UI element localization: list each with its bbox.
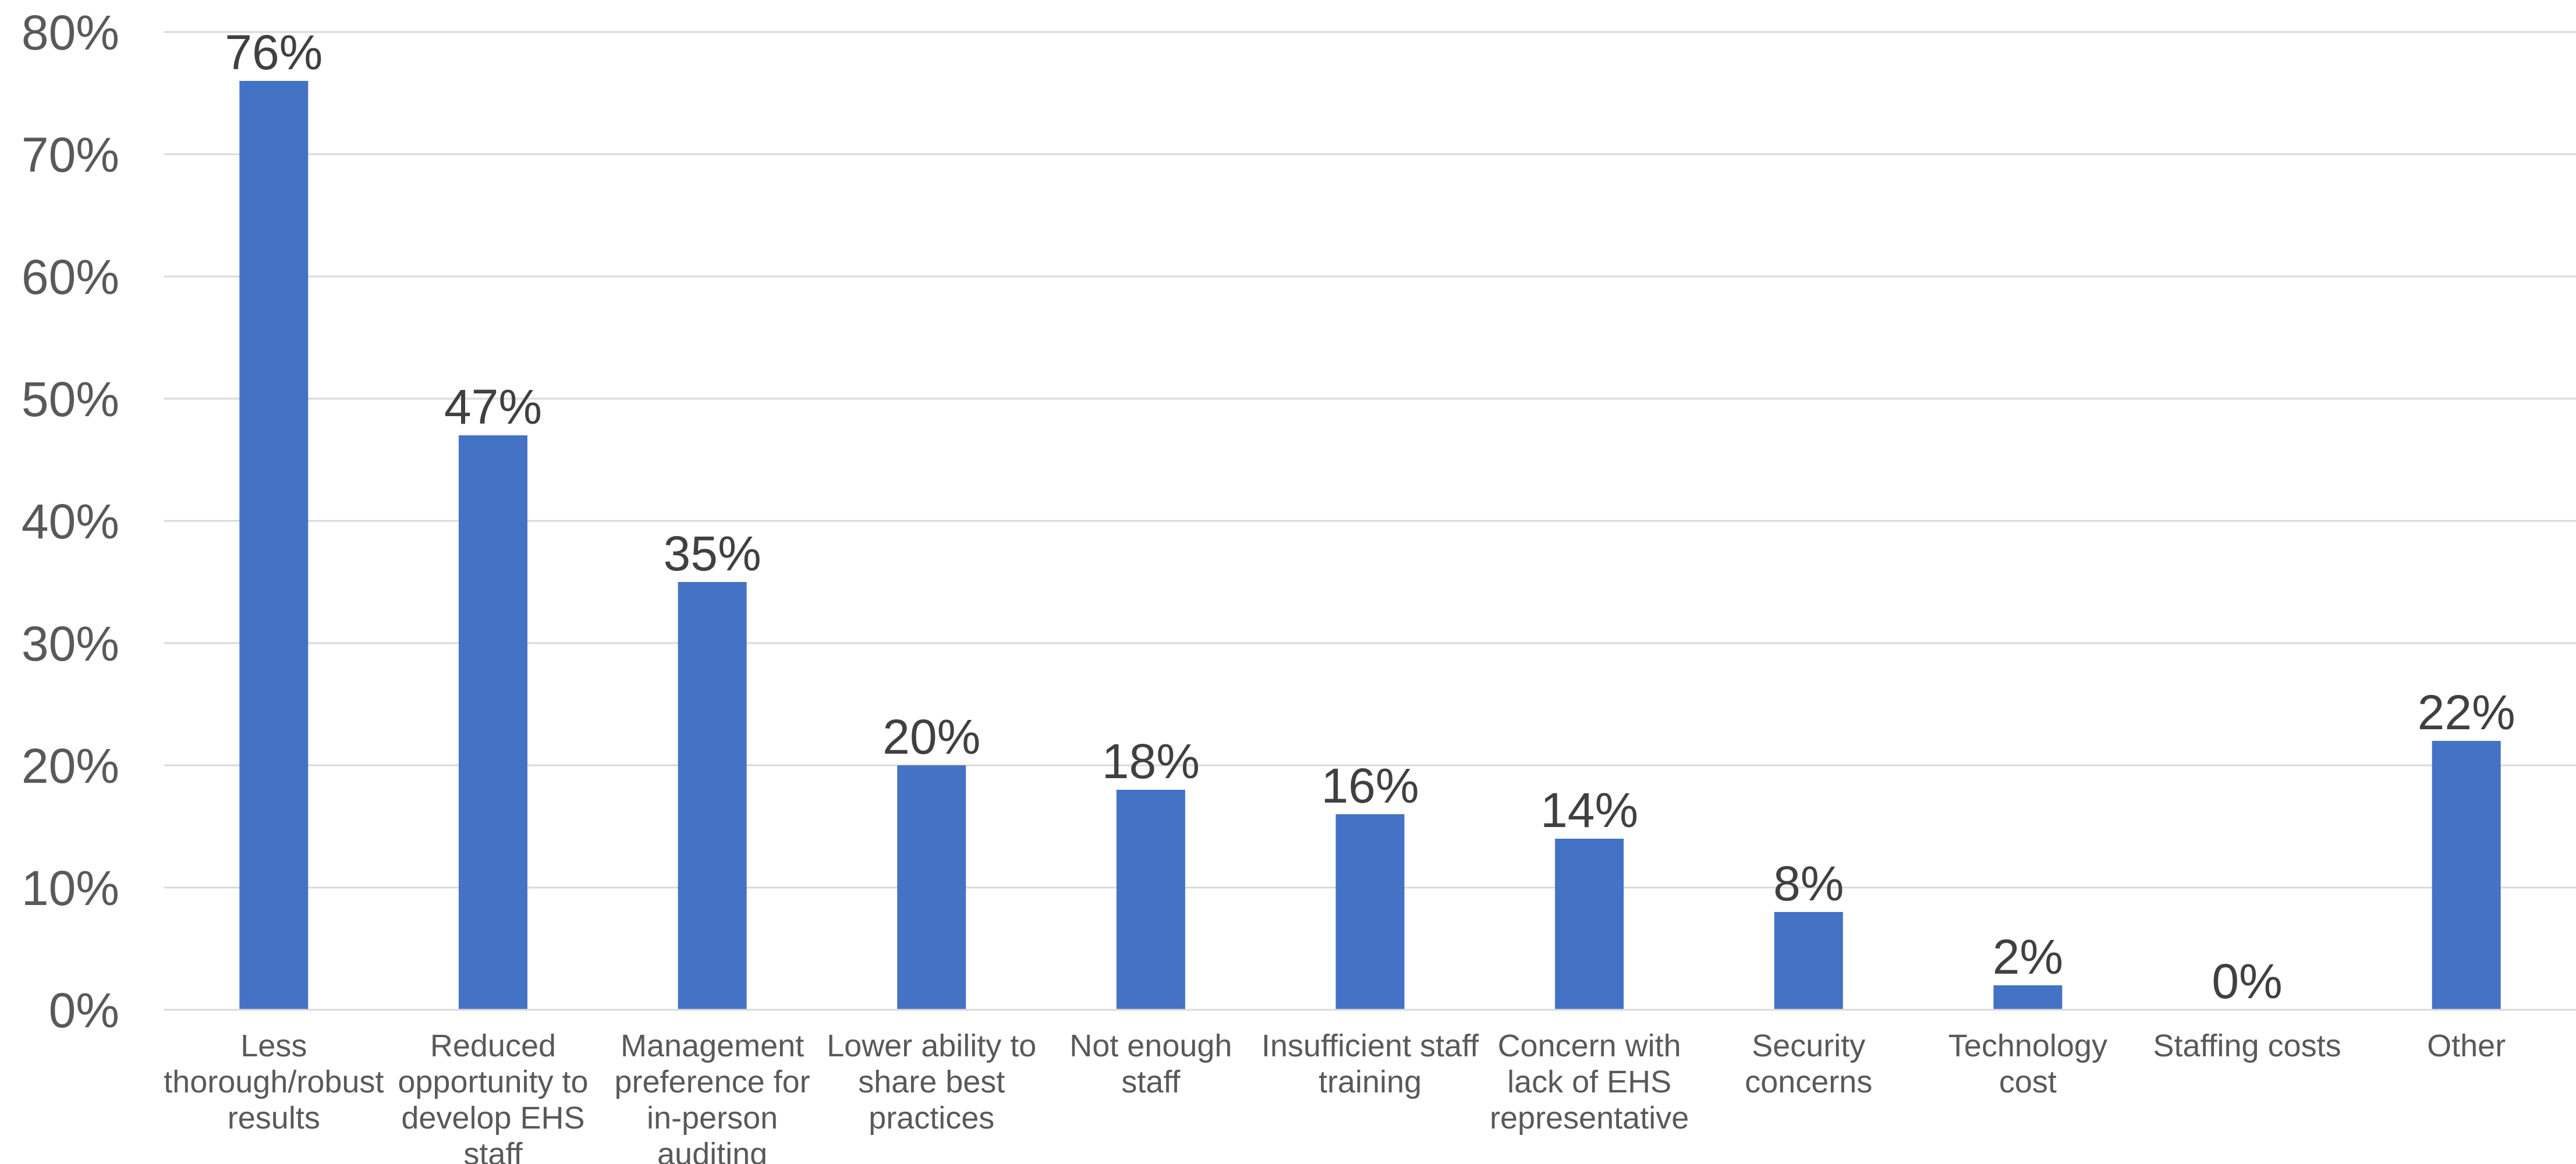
data-label: 14% (1540, 783, 1638, 837)
category-label-line: Staffing costs (2153, 1028, 2341, 1063)
category-label: Technology cost (1948, 1028, 2107, 1099)
y-tick-label: 40% (22, 494, 119, 549)
y-axis-ticks: 0% 10% 20% 30% 40% 50% 60% 70% 80% (22, 5, 119, 1038)
y-tick-label: 10% (22, 861, 119, 915)
data-label: 18% (1102, 734, 1200, 789)
data-label: 8% (1773, 856, 1844, 911)
y-tick-label: 70% (22, 127, 119, 182)
y-tick-label: 50% (22, 372, 119, 427)
category-label-line: share best (858, 1064, 1005, 1099)
category-label-line: practices (869, 1101, 994, 1135)
category-label: Management preference for in-person auditin… (614, 1028, 810, 1164)
bar (897, 765, 966, 1010)
data-label: 35% (664, 526, 761, 581)
bar (1993, 985, 2063, 1010)
data-label: 22% (2418, 685, 2515, 740)
data-label: 0% (2212, 954, 2282, 1009)
y-tick-label: 60% (22, 250, 119, 304)
category-label-line: auditing (657, 1137, 767, 1164)
category-label-line: Technology (1948, 1028, 2107, 1063)
category-label-line: Other (2427, 1028, 2506, 1063)
category-label: Security concerns (1745, 1028, 1872, 1099)
category-label-line: preference for (614, 1064, 810, 1099)
category-label-line: thorough/robust (164, 1064, 384, 1099)
category-label-line: Concern with (1498, 1028, 1681, 1063)
category-label-line: staff (1121, 1064, 1181, 1099)
gridlines (164, 31, 2576, 889)
category-label: Insufficient staff training (1262, 1028, 1479, 1099)
category-label: Not enough staff (1069, 1028, 1232, 1099)
bar (239, 81, 309, 1010)
category-label: Staffing costs (2153, 1028, 2341, 1063)
data-label: 20% (883, 709, 980, 764)
bar (678, 582, 747, 1010)
category-label-line: in-person (647, 1101, 778, 1135)
category-label-line: Not enough (1069, 1028, 1232, 1063)
category-label-line: Less (240, 1028, 307, 1063)
category-label: Less thorough/robust results (164, 1028, 384, 1135)
data-labels: 76% 47% 35% 20% 18% 16% 14% 8% 2% 0% 22% (225, 25, 2515, 1009)
y-tick-label: 20% (22, 739, 119, 793)
category-label-line: results (228, 1101, 320, 1135)
category-label: Reduced opportunity to develop EHS staff (398, 1028, 588, 1164)
y-tick-label: 80% (22, 5, 119, 60)
category-label-line: representative (1490, 1101, 1689, 1135)
category-label-line: opportunity to (398, 1064, 588, 1099)
bar (1116, 790, 1185, 1010)
category-label-line: Security (1752, 1028, 1865, 1063)
category-label-line: lack of EHS (1507, 1064, 1671, 1099)
category-label: Other (2427, 1028, 2506, 1063)
category-label-line: staff (463, 1137, 523, 1164)
data-label: 76% (225, 25, 323, 80)
bars (239, 81, 2501, 1010)
y-tick-label: 30% (22, 616, 119, 671)
data-label: 47% (444, 379, 542, 434)
bar (1774, 912, 1843, 1010)
category-label-line: cost (1999, 1064, 2057, 1099)
bar (1555, 839, 1624, 1010)
category-label: Lower ability to share best practices (827, 1028, 1036, 1135)
category-label-line: Lower ability to (827, 1028, 1036, 1063)
bar (1335, 814, 1405, 1010)
y-tick-label: 0% (49, 983, 119, 1038)
category-label-line: Insufficient staff (1262, 1028, 1479, 1063)
category-label-line: develop EHS (401, 1101, 584, 1135)
bar (458, 435, 527, 1010)
category-label-line: training (1319, 1064, 1422, 1099)
data-label: 16% (1321, 758, 1419, 813)
category-label-line: Reduced (430, 1028, 556, 1063)
bar (2432, 741, 2501, 1010)
category-label-line: Management (621, 1028, 804, 1063)
category-label: Concern with lack of EHS representative (1490, 1028, 1689, 1135)
data-label: 2% (1993, 929, 2063, 984)
category-label-line: concerns (1745, 1064, 1872, 1099)
